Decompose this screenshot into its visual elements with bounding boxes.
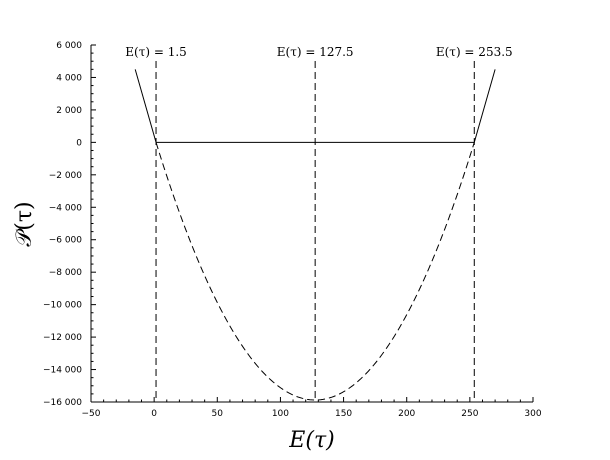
x-tick-label: 300 — [524, 409, 541, 419]
vertical-marker-label: E(τ) = 253.5 — [436, 45, 513, 59]
y-tick-label: 4 000 — [56, 73, 82, 83]
series-line-4 — [155, 142, 475, 401]
y-axis-label: 𝒫(τ) — [12, 201, 37, 246]
x-tick-label: 150 — [335, 409, 352, 419]
y-tick-label: −4 000 — [49, 203, 83, 213]
vertical-marker-label: E(τ) = 1.5 — [125, 45, 187, 59]
y-tick-label: −10 000 — [43, 301, 82, 311]
x-tick-label: 250 — [461, 409, 478, 419]
y-tick-label: −12 000 — [43, 333, 82, 343]
x-tick-label: 200 — [398, 409, 415, 419]
vertical-marker-label: E(τ) = 127.5 — [277, 45, 354, 59]
y-tick-label: −8 000 — [49, 268, 83, 278]
x-tick-label: 0 — [151, 409, 157, 419]
x-axis: −50 0 50 100 150 200 250 300 — [82, 397, 542, 419]
y-tick-label: 0 — [76, 138, 82, 148]
y-axis: 6 000 4 000 2 000 0 −2 000 −4 000 −6 000 −8 000… — [43, 41, 96, 408]
annotations: E(τ) = 1.5 E(τ) = 127.5 E(τ) = 253.5 — [125, 45, 513, 402]
y-tick-label: 2 000 — [56, 106, 82, 116]
y-tick-label: −6 000 — [49, 236, 83, 246]
series-line-3 — [473, 69, 496, 143]
y-tick-label: −14 000 — [43, 366, 82, 376]
x-tick-label: 50 — [212, 409, 224, 419]
y-tick-label: −16 000 — [43, 398, 82, 408]
series-line-1 — [134, 69, 157, 143]
x-tick-label: 100 — [272, 409, 289, 419]
y-tick-label: 6 000 — [56, 41, 82, 51]
x-axis-label: E(τ) — [288, 428, 334, 453]
x-tick-label: −50 — [82, 409, 101, 419]
y-tick-label: −2 000 — [49, 171, 83, 181]
